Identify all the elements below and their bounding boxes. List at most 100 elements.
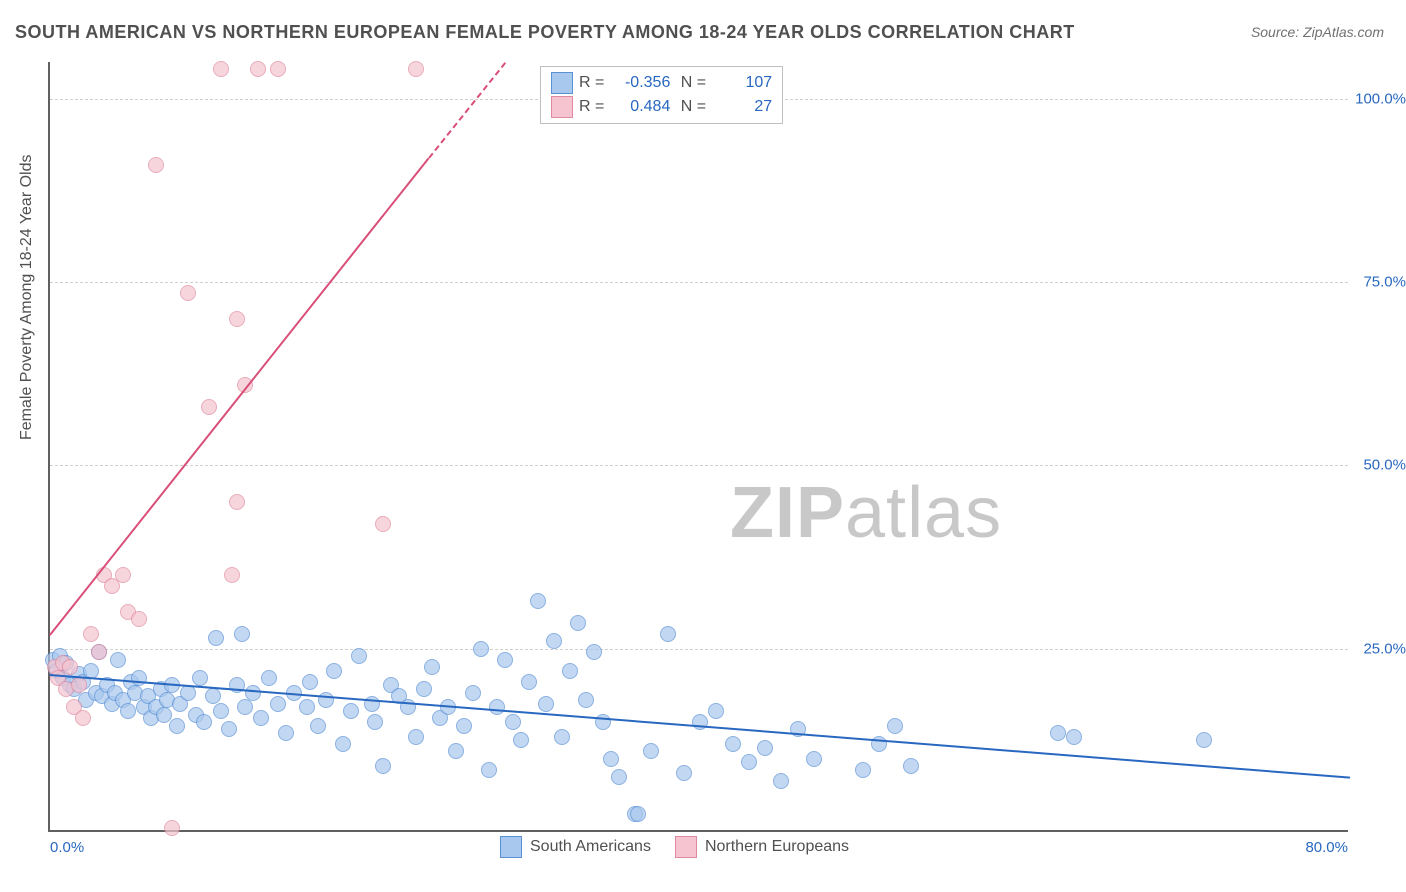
data-point (578, 692, 594, 708)
legend-label-2: Northern Europeans (705, 838, 849, 856)
source-label: Source: ZipAtlas.com (1251, 24, 1384, 40)
trend-line (428, 62, 506, 159)
legend-swatch-2 (675, 836, 697, 858)
n-value-1: 107 (712, 71, 772, 95)
data-point (62, 659, 78, 675)
x-tick-min: 0.0% (50, 839, 84, 856)
data-point (335, 736, 351, 752)
data-point (481, 762, 497, 778)
data-point (538, 696, 554, 712)
data-point (408, 61, 424, 77)
plot-area: ZIPatlas 25.0%50.0%75.0%100.0% R = -0.35… (48, 62, 1348, 832)
data-point (192, 670, 208, 686)
legend-bottom: South Americans Northern Europeans (500, 836, 849, 858)
trend-line (50, 674, 1350, 779)
data-point (270, 61, 286, 77)
r-value-2: 0.484 (610, 95, 670, 119)
data-point (237, 699, 253, 715)
data-point (253, 710, 269, 726)
data-point (375, 758, 391, 774)
data-point (586, 644, 602, 660)
data-point (1196, 732, 1212, 748)
data-point (196, 714, 212, 730)
data-point (903, 758, 919, 774)
legend-item-1: South Americans (500, 836, 651, 858)
data-point (169, 718, 185, 734)
data-point (131, 611, 147, 627)
watermark-bold: ZIP (730, 473, 845, 553)
data-point (120, 703, 136, 719)
stats-row-2: R = 0.484 N = 27 (551, 95, 772, 119)
data-point (270, 696, 286, 712)
data-point (725, 736, 741, 752)
gridline (50, 465, 1348, 466)
data-point (71, 677, 87, 693)
data-point (1066, 729, 1082, 745)
stats-row-1: R = -0.356 N = 107 (551, 71, 772, 95)
data-point (213, 61, 229, 77)
data-point (343, 703, 359, 719)
data-point (708, 703, 724, 719)
data-point (164, 820, 180, 836)
legend-swatch-1 (500, 836, 522, 858)
r-value-1: -0.356 (610, 71, 670, 95)
data-point (83, 626, 99, 642)
data-point (148, 157, 164, 173)
data-point (205, 688, 221, 704)
correlation-stats-box: R = -0.356 N = 107 R = 0.484 N = 27 (540, 66, 783, 124)
data-point (643, 743, 659, 759)
data-point (465, 685, 481, 701)
data-point (855, 762, 871, 778)
data-point (367, 714, 383, 730)
data-point (250, 61, 266, 77)
y-tick-label: 50.0% (1363, 457, 1406, 474)
data-point (562, 663, 578, 679)
data-point (213, 703, 229, 719)
data-point (611, 769, 627, 785)
data-point (416, 681, 432, 697)
data-point (110, 652, 126, 668)
data-point (408, 729, 424, 745)
watermark: ZIPatlas (730, 472, 1002, 554)
n-value-2: 27 (712, 95, 772, 119)
swatch-series-1 (551, 72, 573, 94)
data-point (521, 674, 537, 690)
chart-title: SOUTH AMERICAN VS NORTHERN EUROPEAN FEMA… (15, 22, 1075, 43)
data-point (351, 648, 367, 664)
gridline (50, 649, 1348, 650)
data-point (75, 710, 91, 726)
data-point (448, 743, 464, 759)
data-point (505, 714, 521, 730)
data-point (424, 659, 440, 675)
data-point (201, 399, 217, 415)
legend-label-1: South Americans (530, 838, 651, 856)
n-label: N = (676, 71, 706, 95)
data-point (224, 567, 240, 583)
data-point (603, 751, 619, 767)
data-point (530, 593, 546, 609)
data-point (229, 494, 245, 510)
y-tick-label: 100.0% (1355, 90, 1406, 107)
data-point (208, 630, 224, 646)
trend-line (49, 158, 429, 636)
data-point (299, 699, 315, 715)
data-point (497, 652, 513, 668)
data-point (310, 718, 326, 734)
data-point (115, 567, 131, 583)
data-point (630, 806, 646, 822)
data-point (302, 674, 318, 690)
r-label: R = (579, 71, 604, 95)
y-tick-label: 25.0% (1363, 640, 1406, 657)
x-tick-max: 80.0% (1305, 839, 1348, 856)
data-point (773, 773, 789, 789)
data-point (513, 732, 529, 748)
data-point (676, 765, 692, 781)
data-point (234, 626, 250, 642)
data-point (660, 626, 676, 642)
data-point (261, 670, 277, 686)
legend-item-2: Northern Europeans (675, 836, 849, 858)
r-label: R = (579, 95, 604, 119)
data-point (180, 285, 196, 301)
data-point (1050, 725, 1066, 741)
y-axis-label: Female Poverty Among 18-24 Year Olds (18, 155, 36, 441)
